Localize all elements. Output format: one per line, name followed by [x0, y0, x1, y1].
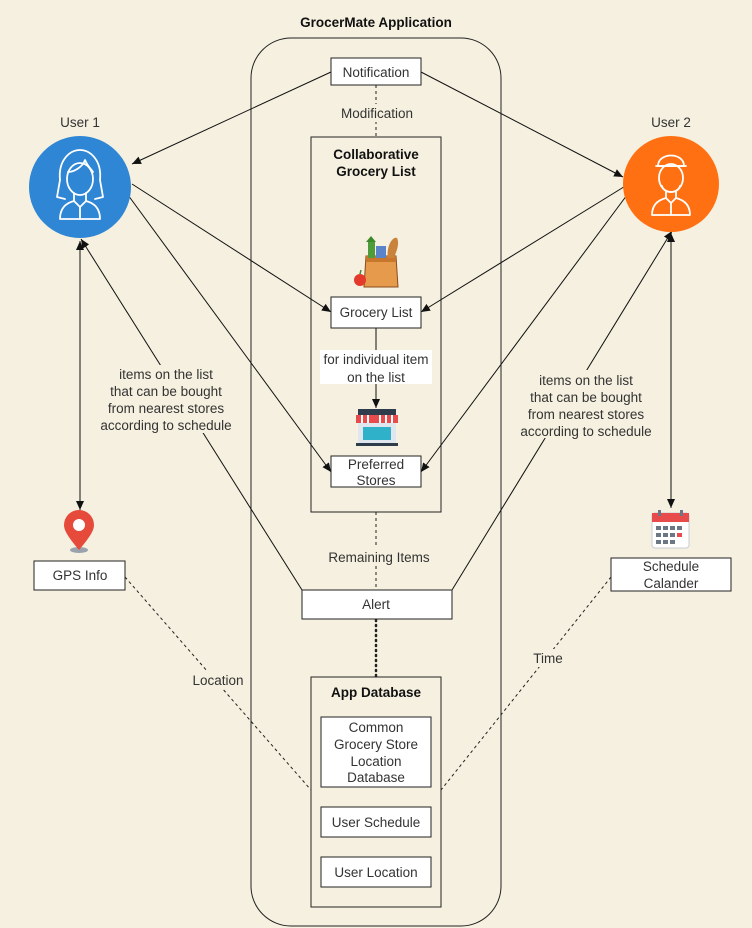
left-note-line1: items on the list — [119, 367, 213, 382]
modification-label: Modification — [341, 106, 413, 121]
schedule-calander-box[interactable]: Schedule Calander — [610, 557, 732, 592]
right-note-line2: that can be bought — [530, 390, 642, 405]
notification-to-user1-arrow — [131, 71, 332, 165]
schedule-time-link — [440, 576, 612, 791]
schedule-calander-line2: Calander — [644, 576, 699, 591]
user2-to-stores-arrow — [420, 194, 628, 473]
location-label: Location — [192, 673, 243, 688]
grocery-bag-icon — [354, 236, 399, 288]
user2-to-grocery-list-arrow — [420, 184, 628, 313]
alert-label: Alert — [362, 597, 390, 612]
preferred-stores-box[interactable]: Preferred Stores — [330, 455, 422, 488]
schedule-calander-line1: Schedule — [643, 559, 699, 574]
right-note-line1: items on the list — [539, 373, 633, 388]
user1-label: User 1 — [60, 115, 100, 130]
for-individual-line2: on the list — [347, 370, 405, 385]
notification-label: Notification — [343, 65, 410, 80]
notification-box[interactable]: Notification — [330, 57, 422, 86]
gps-location-link — [124, 576, 312, 791]
map-pin-icon — [64, 510, 94, 553]
remaining-items-label: Remaining Items — [328, 550, 430, 565]
right-note-line3: from nearest stores — [528, 407, 645, 422]
woman-avatar-icon[interactable] — [29, 136, 131, 238]
common-db-box[interactable]: Common Grocery Store Location Database — [320, 716, 432, 788]
user1-to-grocery-list-arrow — [131, 183, 332, 313]
app-title: GrocerMate Application — [300, 15, 452, 30]
left-note-line3: from nearest stores — [108, 401, 225, 416]
gps-info-label: GPS Info — [53, 568, 108, 583]
user-location-box[interactable]: User Location — [320, 856, 432, 888]
common-db-line1: Common — [349, 720, 404, 735]
calendar-icon — [651, 510, 690, 549]
preferred-stores-line2: Stores — [356, 473, 395, 488]
grocery-list-box[interactable]: Grocery List — [330, 296, 422, 329]
common-db-line3: Location — [350, 754, 401, 769]
collab-title-line2: Grocery List — [336, 164, 416, 179]
user-schedule-box[interactable]: User Schedule — [320, 806, 432, 838]
user1-to-stores-arrow — [127, 194, 332, 473]
common-db-line4: Database — [347, 770, 405, 785]
alert-box[interactable]: Alert — [301, 589, 453, 620]
user2-label: User 2 — [651, 115, 691, 130]
left-note-line2: that can be bought — [110, 384, 222, 399]
preferred-stores-line1: Preferred — [348, 457, 404, 472]
app-database-title: App Database — [331, 685, 422, 700]
gps-info-box[interactable]: GPS Info — [33, 560, 126, 591]
right-note-line4: according to schedule — [520, 424, 651, 439]
collab-title-line1: Collaborative — [333, 147, 419, 162]
notification-to-user2-arrow — [420, 71, 624, 178]
application-container — [250, 37, 502, 927]
man-cap-avatar-icon[interactable] — [623, 136, 719, 232]
grocery-list-label: Grocery List — [340, 305, 413, 320]
user-schedule-label: User Schedule — [332, 815, 421, 830]
user-location-label: User Location — [334, 865, 417, 880]
left-note-line4: according to schedule — [100, 418, 231, 433]
common-db-line2: Grocery Store — [334, 737, 418, 752]
time-label: Time — [533, 651, 563, 666]
storefront-icon — [356, 409, 398, 446]
for-individual-line1: for individual item — [323, 352, 428, 367]
